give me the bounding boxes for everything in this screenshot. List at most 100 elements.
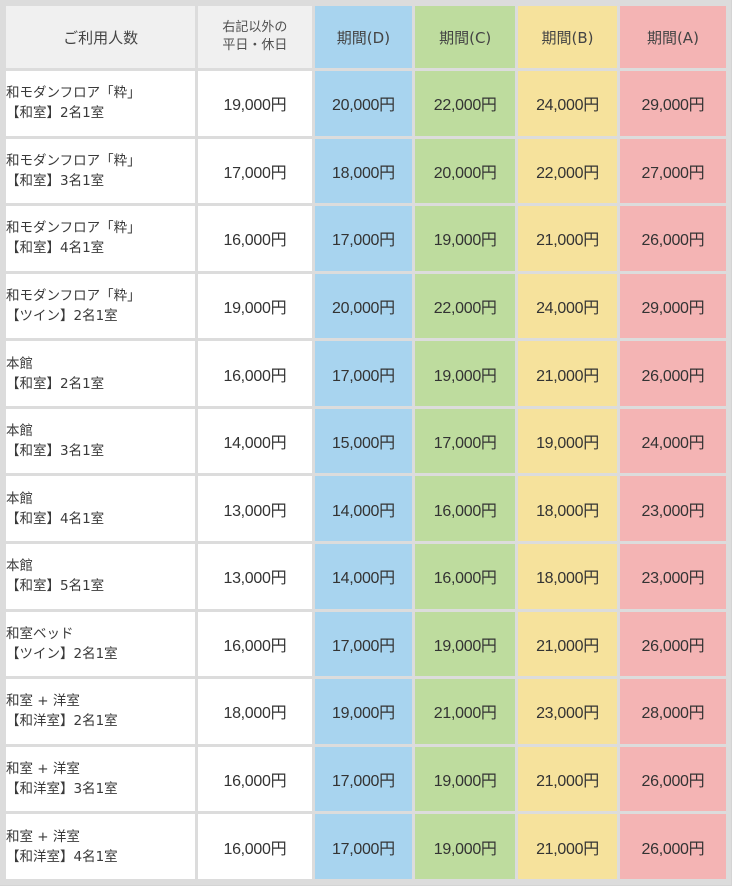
price-period-a: 23,000円 (619, 544, 726, 609)
price-weekday: 13,000円 (198, 476, 312, 542)
table-row: 和室ベッド 【ツイン】2名1室 16,000円 17,000円 19,000円 … (6, 611, 726, 677)
room-type-occupancy: 【和洋室】4名1室 (6, 848, 118, 865)
room-type-cell: 本館 【和室】3名1室 (6, 408, 196, 474)
price-weekday: 19,000円 (198, 71, 312, 136)
room-type-occupancy: 【和室】3名1室 (6, 443, 105, 460)
price-period-b: 21,000円 (518, 814, 617, 879)
table-row: 本館 【和室】3名1室 14,000円 15,000円 17,000円 19,0… (6, 408, 726, 474)
price-period-c: 16,000円 (415, 544, 516, 609)
header-period-d: 期間(D) (314, 6, 413, 68)
price-period-b: 21,000円 (518, 746, 617, 812)
room-type-occupancy: 【和洋室】3名1室 (6, 781, 118, 798)
price-weekday: 18,000円 (198, 679, 312, 744)
price-period-d: 17,000円 (314, 341, 413, 406)
price-period-a: 26,000円 (619, 341, 726, 406)
price-period-a: 29,000円 (619, 273, 726, 339)
price-period-d: 14,000円 (314, 476, 413, 542)
room-type-cell: 本館 【和室】2名1室 (6, 341, 196, 406)
price-period-d: 20,000円 (314, 71, 413, 136)
rate-table: ご利用人数 右記以外の 平日・休日 期間(D) 期間(C) 期間(B) 期間(A… (3, 3, 729, 882)
price-weekday: 16,000円 (198, 206, 312, 271)
room-type-name: 本館 (6, 490, 33, 507)
price-weekday: 14,000円 (198, 408, 312, 474)
price-period-b: 21,000円 (518, 611, 617, 677)
price-period-a: 26,000円 (619, 206, 726, 271)
price-period-d: 17,000円 (314, 206, 413, 271)
header-weekday-line1: 右記以外の (222, 20, 288, 35)
price-weekday: 16,000円 (198, 746, 312, 812)
room-type-occupancy: 【和洋室】2名1室 (6, 713, 118, 730)
price-weekday: 17,000円 (198, 138, 312, 204)
room-type-occupancy: 【和室】4名1室 (6, 240, 105, 257)
price-period-c: 19,000円 (415, 814, 516, 879)
price-period-c: 17,000円 (415, 408, 516, 474)
room-type-cell: 和室ベッド 【ツイン】2名1室 (6, 611, 196, 677)
table-row: 和モダンフロア「粋」 【和室】2名1室 19,000円 20,000円 22,0… (6, 71, 726, 136)
table-row: 和室 + 洋室 【和洋室】3名1室 16,000円 17,000円 19,000… (6, 746, 726, 812)
header-period-c: 期間(C) (415, 6, 516, 68)
table-row: 本館 【和室】5名1室 13,000円 14,000円 16,000円 18,0… (6, 544, 726, 609)
price-period-b: 18,000円 (518, 476, 617, 542)
room-type-cell: 和モダンフロア「粋」 【和室】3名1室 (6, 138, 196, 204)
room-type-name: 和室ベッド (6, 625, 74, 642)
table-row: 和モダンフロア「粋」 【和室】3名1室 17,000円 18,000円 20,0… (6, 138, 726, 204)
table-row: 和モダンフロア「粋」 【和室】4名1室 16,000円 17,000円 19,0… (6, 206, 726, 271)
room-type-cell: 和室 + 洋室 【和洋室】2名1室 (6, 679, 196, 744)
price-weekday: 13,000円 (198, 544, 312, 609)
table-row: 本館 【和室】4名1室 13,000円 14,000円 16,000円 18,0… (6, 476, 726, 542)
price-weekday: 16,000円 (198, 814, 312, 879)
price-period-a: 26,000円 (619, 814, 726, 879)
room-type-cell: 本館 【和室】4名1室 (6, 476, 196, 542)
room-type-cell: 和モダンフロア「粋」 【和室】4名1室 (6, 206, 196, 271)
price-period-d: 15,000円 (314, 408, 413, 474)
room-type-occupancy: 【和室】5名1室 (6, 578, 105, 595)
room-type-occupancy: 【ツイン】2名1室 (6, 645, 118, 662)
table-row: 本館 【和室】2名1室 16,000円 17,000円 19,000円 21,0… (6, 341, 726, 406)
price-period-c: 21,000円 (415, 679, 516, 744)
price-period-d: 18,000円 (314, 138, 413, 204)
header-weekday-line2: 平日・休日 (222, 38, 288, 53)
price-period-c: 19,000円 (415, 611, 516, 677)
price-weekday: 16,000円 (198, 611, 312, 677)
price-period-c: 22,000円 (415, 71, 516, 136)
price-period-c: 19,000円 (415, 206, 516, 271)
price-period-c: 19,000円 (415, 746, 516, 812)
price-period-b: 21,000円 (518, 206, 617, 271)
price-period-c: 16,000円 (415, 476, 516, 542)
price-period-c: 19,000円 (415, 341, 516, 406)
room-type-name: 本館 (6, 355, 33, 372)
price-period-d: 17,000円 (314, 611, 413, 677)
room-type-occupancy: 【和室】3名1室 (6, 172, 105, 189)
room-type-name: 和モダンフロア「粋」 (6, 220, 141, 237)
room-type-name: 本館 (6, 558, 33, 575)
price-period-b: 24,000円 (518, 273, 617, 339)
room-type-name: 和室 + 洋室 (6, 693, 80, 710)
price-period-a: 26,000円 (619, 746, 726, 812)
price-weekday: 19,000円 (198, 273, 312, 339)
room-type-occupancy: 【和室】4名1室 (6, 510, 105, 527)
room-type-cell: 本館 【和室】5名1室 (6, 544, 196, 609)
room-type-cell: 和室 + 洋室 【和洋室】3名1室 (6, 746, 196, 812)
price-period-c: 20,000円 (415, 138, 516, 204)
table-row: 和室 + 洋室 【和洋室】4名1室 16,000円 17,000円 19,000… (6, 814, 726, 879)
header-weekday: 右記以外の 平日・休日 (198, 6, 312, 68)
header-room-type: ご利用人数 (6, 6, 196, 68)
price-period-a: 29,000円 (619, 71, 726, 136)
price-period-b: 19,000円 (518, 408, 617, 474)
price-weekday: 16,000円 (198, 341, 312, 406)
price-period-a: 26,000円 (619, 611, 726, 677)
price-period-d: 20,000円 (314, 273, 413, 339)
room-type-name: 和モダンフロア「粋」 (6, 85, 141, 102)
price-period-b: 22,000円 (518, 138, 617, 204)
price-period-d: 14,000円 (314, 544, 413, 609)
header-row: ご利用人数 右記以外の 平日・休日 期間(D) 期間(C) 期間(B) 期間(A… (6, 6, 726, 68)
price-period-a: 28,000円 (619, 679, 726, 744)
room-type-cell: 和モダンフロア「粋」 【ツイン】2名1室 (6, 273, 196, 339)
price-period-d: 19,000円 (314, 679, 413, 744)
price-period-d: 17,000円 (314, 814, 413, 879)
price-period-b: 23,000円 (518, 679, 617, 744)
price-period-b: 21,000円 (518, 341, 617, 406)
header-period-a: 期間(A) (619, 6, 726, 68)
room-type-name: 和室 + 洋室 (6, 828, 80, 845)
